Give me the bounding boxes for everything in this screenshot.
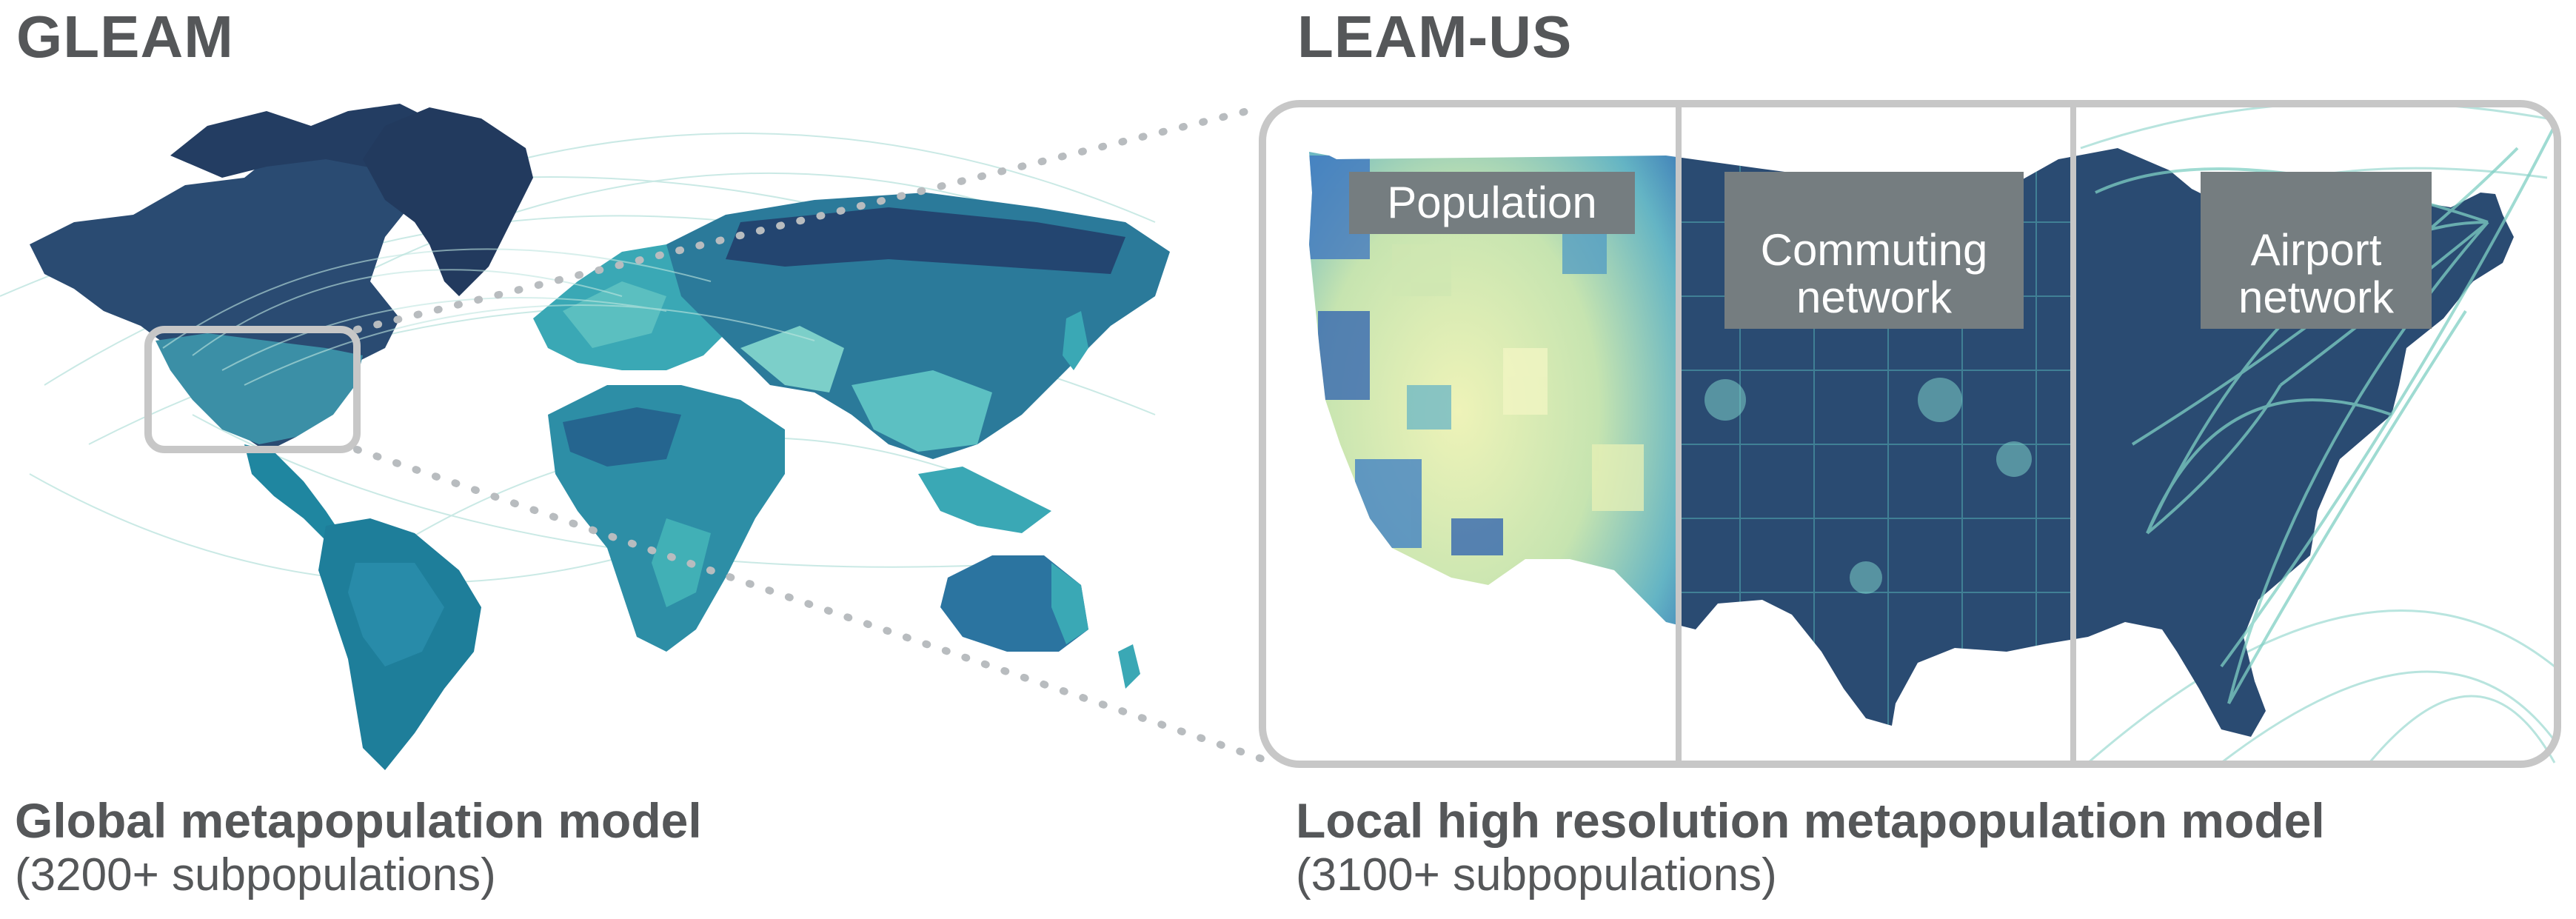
population-label: Population <box>1349 172 1635 234</box>
population-label-text: Population <box>1387 178 1597 227</box>
greenland <box>363 107 533 296</box>
japan <box>1063 311 1088 370</box>
leam-us-caption-sub: (3100+ subpopulations) <box>1296 849 1777 900</box>
world-map <box>0 104 1266 770</box>
new-zealand <box>1118 644 1140 689</box>
leam-us-frame <box>1259 100 2561 768</box>
airport-network-label: Airport network <box>2201 172 2432 329</box>
gleam-title: GLEAM <box>16 4 234 70</box>
usa-region <box>155 333 363 444</box>
connector-line-bottom <box>353 446 1266 763</box>
gleam-caption-main: Global metapopulation model <box>15 793 702 848</box>
central-america <box>244 444 341 541</box>
usa-zoom-box <box>144 326 361 453</box>
gleam-caption-sub: (3200+ subpopulations) <box>15 849 496 900</box>
southeast-asia <box>918 467 1051 533</box>
airport-network-label-text: Airport network <box>2238 225 2395 322</box>
leam-us-caption-main: Local high resolution metapopulation mod… <box>1296 793 2325 848</box>
commuting-network-label: Commuting network <box>1724 172 2024 329</box>
commuting-network-label-text: Commuting network <box>1760 225 1988 322</box>
leam-us-title: LEAM-US <box>1297 4 1573 70</box>
